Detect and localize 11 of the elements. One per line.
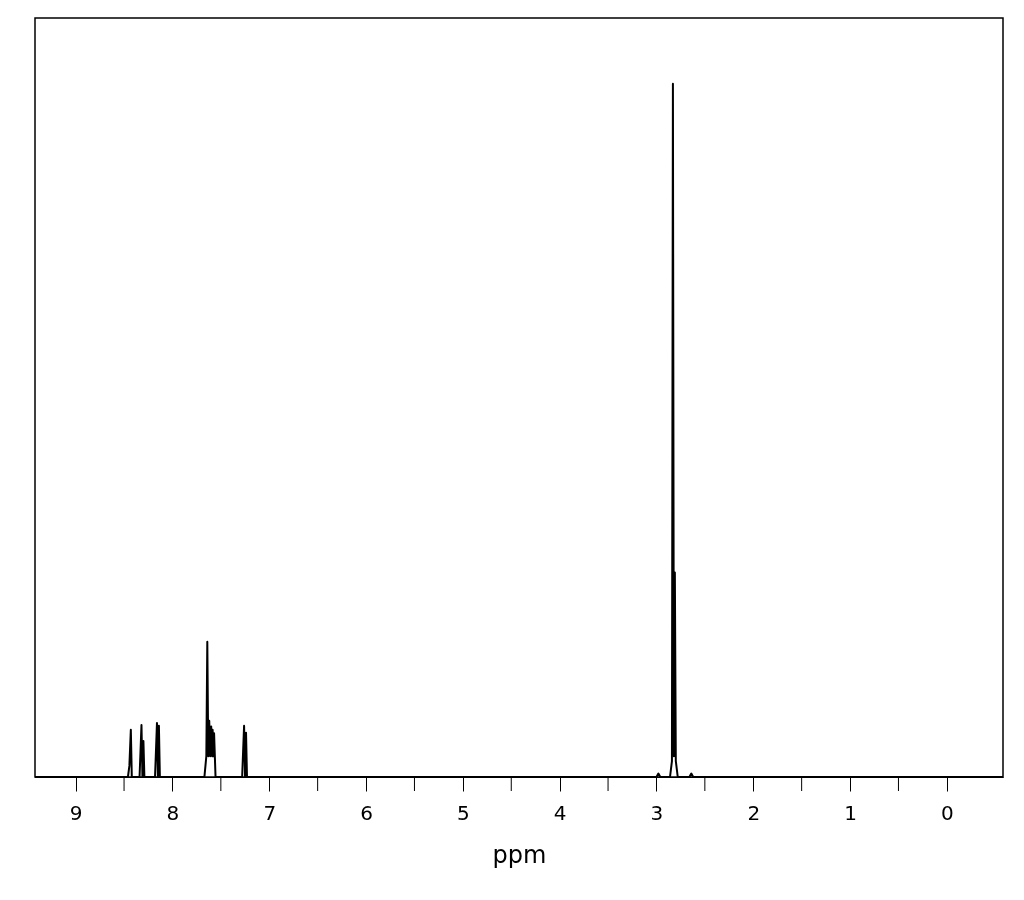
x-tick-label: 2 — [747, 800, 761, 825]
x-tick-label: 1 — [844, 800, 857, 825]
x-tick-label: 4 — [553, 800, 567, 825]
x-axis-title: ppm — [492, 840, 547, 869]
x-tick-label: 3 — [650, 800, 664, 825]
x-tick-label: 6 — [360, 800, 373, 825]
x-tick-label: 7 — [263, 800, 277, 825]
x-tick-label: 9 — [69, 800, 83, 825]
x-tick-label: 8 — [166, 800, 180, 825]
x-tick-label: 5 — [456, 800, 470, 825]
x-tick-label: 0 — [940, 800, 954, 825]
